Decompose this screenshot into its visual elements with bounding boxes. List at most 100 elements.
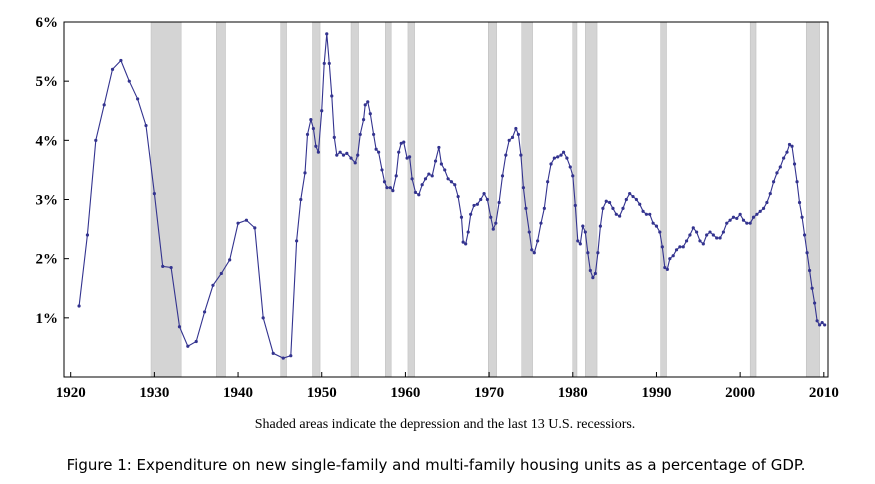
data-point <box>728 218 732 222</box>
recession-band <box>385 21 392 378</box>
data-point <box>651 221 655 225</box>
data-point <box>532 251 536 255</box>
data-point <box>711 233 715 237</box>
data-point <box>119 58 123 63</box>
data-point <box>785 150 789 154</box>
data-point <box>420 183 424 187</box>
data-point <box>349 156 353 160</box>
data-point <box>527 230 531 234</box>
data-point <box>405 156 409 160</box>
data-point <box>194 339 198 344</box>
data-point <box>681 245 685 249</box>
data-point <box>705 233 709 237</box>
data-point <box>792 162 797 166</box>
data-point <box>593 271 597 276</box>
x-tick-label: 1960 <box>390 385 420 401</box>
data-point <box>303 171 307 175</box>
data-point <box>466 230 470 234</box>
data-point <box>684 239 689 243</box>
data-point <box>671 254 675 258</box>
data-point <box>644 212 649 216</box>
data-point <box>775 171 779 175</box>
data-point <box>169 265 173 270</box>
figure-caption: Figure 1: Expenditure on new single-fami… <box>67 456 806 474</box>
data-point <box>430 174 434 178</box>
recession-band <box>312 21 321 378</box>
data-point <box>402 140 406 144</box>
data-point <box>738 212 742 216</box>
data-point <box>459 215 464 219</box>
data-point <box>399 141 403 145</box>
data-point <box>514 126 518 131</box>
data-point <box>524 206 528 210</box>
data-point <box>521 186 526 190</box>
data-point <box>380 168 384 172</box>
x-tick-label: 1920 <box>56 385 86 401</box>
y-tick-label: 2% <box>36 252 59 268</box>
data-point <box>721 230 725 234</box>
data-point <box>353 161 357 165</box>
data-point <box>161 264 165 268</box>
data-point <box>556 155 560 159</box>
data-point <box>751 215 756 219</box>
data-point <box>305 132 310 137</box>
data-point <box>228 258 232 262</box>
data-point <box>127 79 131 83</box>
data-point <box>663 265 667 270</box>
data-point <box>186 344 190 348</box>
data-point <box>374 147 378 151</box>
data-point <box>439 162 443 166</box>
data-point <box>758 209 762 213</box>
data-point <box>85 233 90 237</box>
data-point <box>338 150 342 154</box>
data-point <box>388 186 392 190</box>
data-point <box>631 194 635 199</box>
data-point <box>654 224 659 228</box>
data-point <box>761 206 766 210</box>
data-point <box>797 200 802 205</box>
data-point <box>618 214 622 218</box>
data-point <box>611 206 615 210</box>
data-point <box>327 61 331 66</box>
data-point <box>571 174 575 178</box>
y-tick-label: 6% <box>36 15 59 31</box>
data-point <box>715 236 719 240</box>
data-point <box>755 212 759 216</box>
data-point <box>482 191 486 196</box>
data-point <box>549 162 553 166</box>
data-point <box>423 177 428 181</box>
x-tick-label: 1980 <box>558 385 588 401</box>
data-point <box>479 197 483 202</box>
recession-band <box>749 21 757 378</box>
y-tick-label: 5% <box>36 74 59 90</box>
data-point <box>491 227 495 231</box>
data-point <box>586 251 590 255</box>
data-point <box>500 174 505 178</box>
data-point <box>281 356 285 360</box>
data-point <box>309 118 313 122</box>
data-point <box>427 172 431 176</box>
data-point <box>578 242 582 246</box>
data-point <box>691 226 695 230</box>
data-point <box>320 109 324 113</box>
recession-band <box>585 21 598 378</box>
data-point <box>604 199 608 203</box>
data-point <box>668 257 672 261</box>
data-point <box>601 206 605 210</box>
data-point <box>598 224 602 228</box>
data-point <box>253 226 257 230</box>
data-point <box>446 177 450 181</box>
data-point <box>437 145 441 150</box>
recession-band <box>521 21 533 378</box>
data-point <box>778 165 782 169</box>
data-point <box>144 123 148 128</box>
data-point <box>102 103 106 107</box>
data-point <box>658 230 662 234</box>
recession-band <box>280 21 287 378</box>
data-point <box>638 202 642 206</box>
x-tick-label: 1950 <box>307 385 337 401</box>
data-point <box>443 168 447 172</box>
data-point <box>494 221 498 225</box>
data-point <box>433 159 438 163</box>
